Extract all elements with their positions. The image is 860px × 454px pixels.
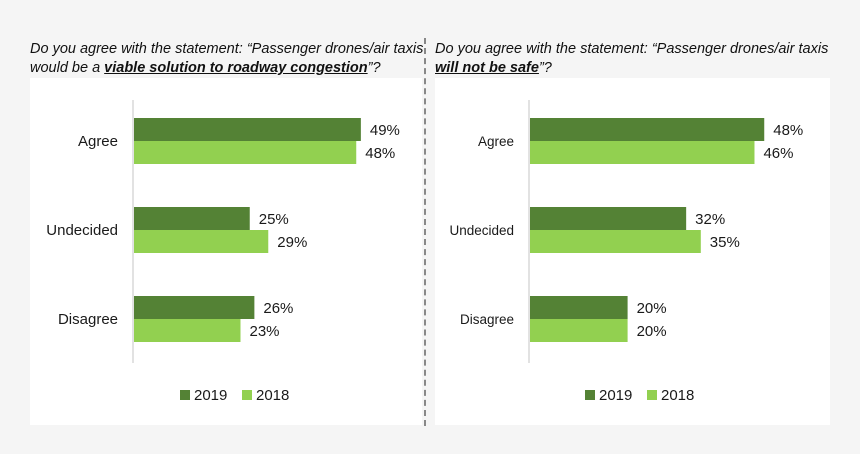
question-left: Do you agree with the statement: “Passen… — [30, 40, 430, 78]
data-label-disagree-2019: 26% — [263, 300, 293, 317]
legend-label-2019: 2019 — [599, 387, 632, 404]
bar-undecided-2018 — [134, 230, 269, 253]
category-label-agree: Agree — [478, 134, 514, 149]
legend-swatch-2019 — [180, 390, 190, 400]
data-label-undecided-2019: 25% — [259, 211, 289, 228]
question-left-suffix: ”? — [367, 60, 381, 76]
chart-panel-left: Agree 49% 48% Undecided 25% 29% Disagree 26% 23%… — [30, 78, 422, 425]
legend-label-2018: 2018 — [661, 387, 694, 404]
bar-disagree-2019 — [530, 296, 628, 319]
legend-swatch-2018 — [647, 390, 657, 400]
data-label-disagree-2018: 23% — [249, 323, 279, 340]
legend-swatch-2018 — [242, 390, 252, 400]
bar-disagree-2018 — [530, 319, 628, 342]
bar-disagree-2019 — [134, 296, 255, 319]
legend-label-2019: 2019 — [194, 387, 227, 404]
question-right-prefix: Do you agree with the statement: “Passen… — [435, 41, 829, 57]
data-label-agree-2018: 48% — [365, 145, 395, 162]
question-right: Do you agree with the statement: “Passen… — [435, 40, 835, 78]
bar-chart-right: Agree 48% 46% Undecided 32% 35% Disagree 20% 20%… — [449, 100, 803, 404]
category-label-disagree: Disagree — [58, 311, 118, 328]
legend-label-2018: 2018 — [256, 387, 289, 404]
legend-swatch-2019 — [585, 390, 595, 400]
data-label-agree-2019: 48% — [773, 122, 803, 139]
bar-agree-2018 — [134, 141, 357, 164]
bar-disagree-2018 — [134, 319, 241, 342]
dashed-divider — [424, 38, 426, 426]
bar-undecided-2019 — [530, 207, 687, 230]
category-label-undecided: Undecided — [46, 222, 118, 239]
data-label-agree-2018: 46% — [763, 145, 793, 162]
question-left-prefix: Do you agree with the statement: “Passen… — [30, 41, 424, 76]
bar-agree-2019 — [530, 118, 765, 141]
bar-agree-2019 — [134, 118, 361, 141]
chart-panel-right: Agree 48% 46% Undecided 32% 35% Disagree 20% 20%… — [435, 78, 830, 425]
category-label-disagree: Disagree — [460, 312, 514, 327]
data-label-disagree-2019: 20% — [637, 300, 667, 317]
question-left-emphasis: viable solution to roadway congestion — [104, 60, 368, 76]
category-label-undecided: Undecided — [449, 223, 514, 238]
data-label-agree-2019: 49% — [370, 122, 400, 139]
question-right-suffix: ”? — [538, 60, 552, 76]
data-label-undecided-2018: 29% — [277, 234, 307, 251]
bar-chart-left: Agree 49% 48% Undecided 25% 29% Disagree 26% 23%… — [46, 100, 400, 404]
bar-undecided-2019 — [134, 207, 250, 230]
category-label-agree: Agree — [78, 133, 118, 150]
bar-undecided-2018 — [530, 230, 701, 253]
bar-agree-2018 — [530, 141, 755, 164]
data-label-disagree-2018: 20% — [637, 323, 667, 340]
data-label-undecided-2019: 32% — [695, 211, 725, 228]
question-right-emphasis: will not be safe — [435, 60, 539, 76]
data-label-undecided-2018: 35% — [710, 234, 740, 251]
